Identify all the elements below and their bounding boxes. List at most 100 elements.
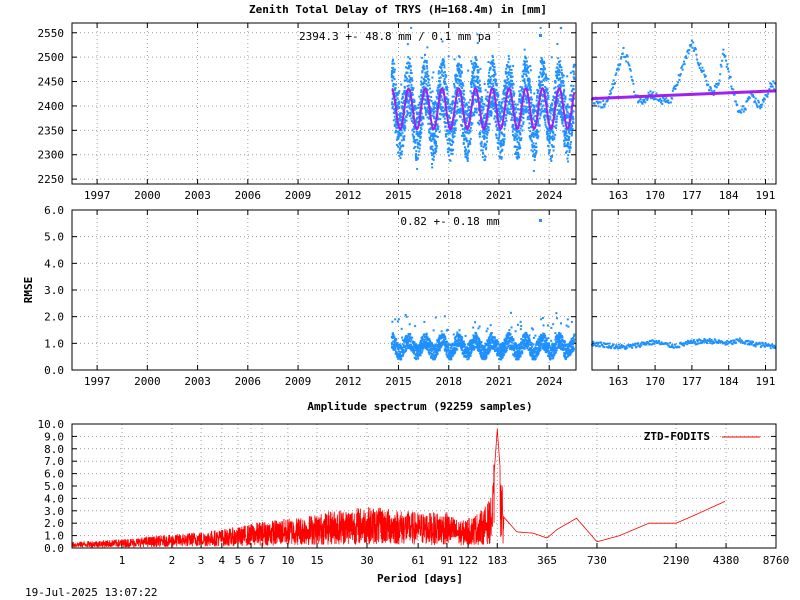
ztd-point — [391, 79, 394, 82]
ztd-point — [497, 112, 500, 115]
rmse-point — [538, 344, 541, 347]
ztd-point — [459, 73, 462, 76]
ztd-point — [572, 118, 575, 121]
rmse-point — [505, 340, 508, 343]
rmse-point — [528, 339, 531, 342]
rmse-ytick-label: 4.0 — [44, 257, 64, 270]
rmse-point — [489, 334, 492, 337]
ztd-point — [568, 129, 571, 132]
ztd-point — [486, 140, 489, 143]
ztd-point — [458, 72, 461, 75]
ztd-point — [557, 94, 560, 97]
ztd-point — [433, 116, 436, 119]
ztd-ytick-label: 2500 — [38, 51, 65, 64]
rmse-point — [420, 342, 423, 345]
ztd-recent-point — [660, 99, 663, 102]
ztd-point — [560, 73, 563, 76]
ztd-recent-point — [700, 69, 703, 72]
rmse-point — [544, 348, 547, 351]
ztd-point — [499, 129, 502, 132]
ztd-recent-point — [736, 104, 739, 107]
ztd-point — [434, 149, 437, 152]
rmse-point — [540, 338, 543, 341]
ztd-point — [493, 103, 496, 106]
ztd-recent-point — [659, 97, 662, 100]
ztd-recent-point — [645, 97, 648, 100]
ztd-point — [532, 169, 535, 172]
rmse-point — [464, 343, 467, 346]
ztd-recent-point — [687, 52, 690, 55]
rmse-point — [568, 349, 571, 352]
rmse-point — [537, 353, 540, 356]
rmse-point — [390, 342, 393, 345]
ztd-point — [553, 97, 556, 100]
ztd-point — [421, 123, 424, 126]
rmse-point — [434, 357, 437, 360]
ztd-point — [392, 76, 395, 79]
rmse-point — [473, 341, 476, 344]
ztd-point — [518, 98, 521, 101]
rmse-point — [454, 335, 457, 338]
ztd-point — [562, 79, 565, 82]
rmse-point — [400, 345, 403, 348]
ztd-point — [453, 84, 456, 87]
ztd-point — [515, 135, 518, 138]
rmse-point — [464, 334, 467, 337]
ztd-point — [497, 95, 500, 98]
ztd-point — [400, 83, 403, 86]
ztd-point — [401, 150, 404, 153]
ztd-point — [536, 92, 539, 95]
ztd-point — [475, 107, 478, 110]
ztd-recent-point — [617, 64, 620, 67]
rmse-point — [502, 354, 505, 357]
rmse-point — [550, 352, 553, 355]
rmse-point — [412, 345, 415, 348]
ztd-point — [507, 73, 510, 76]
rmse-point — [501, 346, 504, 349]
ztd-point — [470, 60, 473, 63]
rmse-point — [489, 346, 492, 349]
ztd-point — [482, 102, 485, 105]
rmse-point — [485, 357, 488, 360]
ztd-point — [516, 130, 519, 133]
ztd-point — [399, 116, 402, 119]
ztd-point — [562, 124, 565, 127]
ztd-point — [477, 69, 480, 72]
ztd-recent-point — [714, 85, 717, 88]
ztd-point — [428, 78, 431, 81]
ztd-point — [511, 114, 514, 117]
ztd-recent-point — [760, 105, 763, 108]
rmse-point — [469, 340, 472, 343]
rmse-point — [396, 356, 399, 359]
ztd-recent-point — [726, 63, 729, 66]
ztd-xtick-label: 2018 — [435, 189, 462, 202]
rmse-point — [392, 334, 395, 337]
ztd-recent-point — [677, 74, 680, 77]
ztd-recent-point — [690, 39, 693, 42]
rmse-point — [528, 334, 531, 337]
rmse-point — [491, 347, 494, 350]
ztd-recent-point — [746, 100, 749, 103]
ztd-point — [440, 108, 443, 111]
ztd-point — [534, 130, 537, 133]
ztd-point — [537, 124, 540, 127]
ztd-recent-point — [769, 85, 772, 88]
ztd-point — [539, 83, 542, 86]
rmse-point — [423, 338, 426, 341]
rmse-point — [515, 344, 518, 347]
ztd-point — [524, 108, 527, 111]
ztd-point — [471, 74, 474, 77]
ztd-point — [522, 73, 525, 76]
ztd-recent-point — [756, 106, 759, 109]
ztd-point — [501, 98, 504, 101]
rmse-point — [426, 337, 429, 340]
ztd-point — [503, 87, 506, 90]
rmse-point — [428, 337, 431, 340]
ztd-point — [418, 95, 421, 98]
ztd-point — [491, 74, 494, 77]
ztd-point — [490, 110, 493, 113]
ztd-recent-point — [677, 81, 680, 84]
ztd-point — [535, 99, 538, 102]
ztd-point — [526, 70, 529, 73]
ztd-point — [401, 95, 404, 98]
